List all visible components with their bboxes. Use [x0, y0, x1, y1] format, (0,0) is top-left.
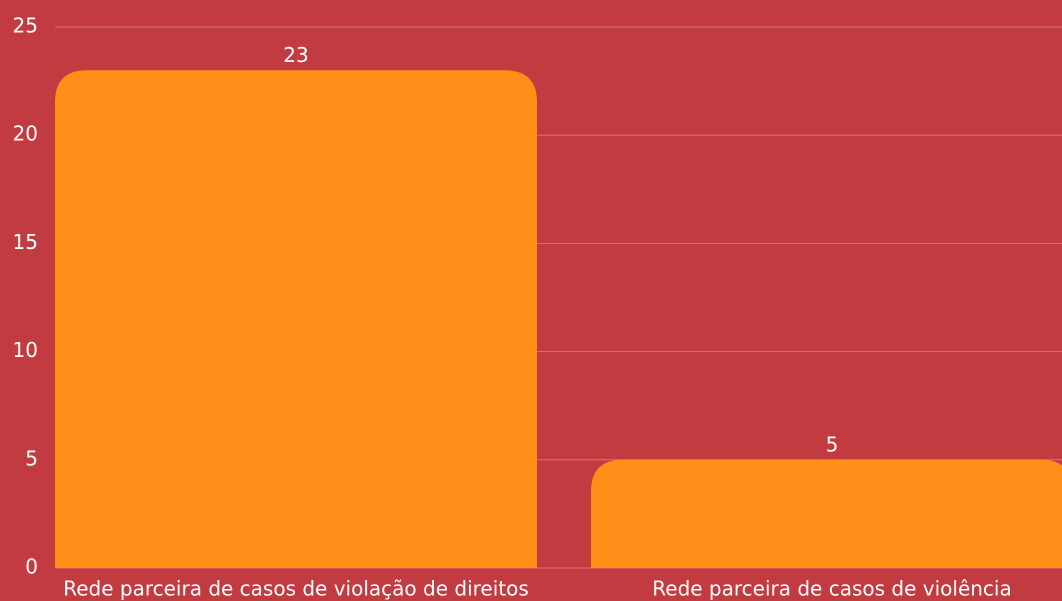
- y-tick-label: 0: [25, 555, 38, 579]
- y-tick-label: 25: [13, 14, 38, 38]
- value-label: 23: [283, 43, 308, 67]
- bar: [591, 459, 1062, 568]
- x-tick-label: Rede parceira de casos de violação de di…: [63, 577, 529, 601]
- bar: [55, 70, 537, 568]
- y-tick-label: 15: [13, 230, 38, 254]
- value-label: 5: [826, 432, 839, 456]
- x-tick-label: Rede parceira de casos de violência: [652, 577, 1011, 601]
- y-tick-label: 10: [13, 338, 38, 362]
- y-tick-label: 5: [25, 446, 38, 470]
- y-tick-label: 20: [13, 122, 38, 146]
